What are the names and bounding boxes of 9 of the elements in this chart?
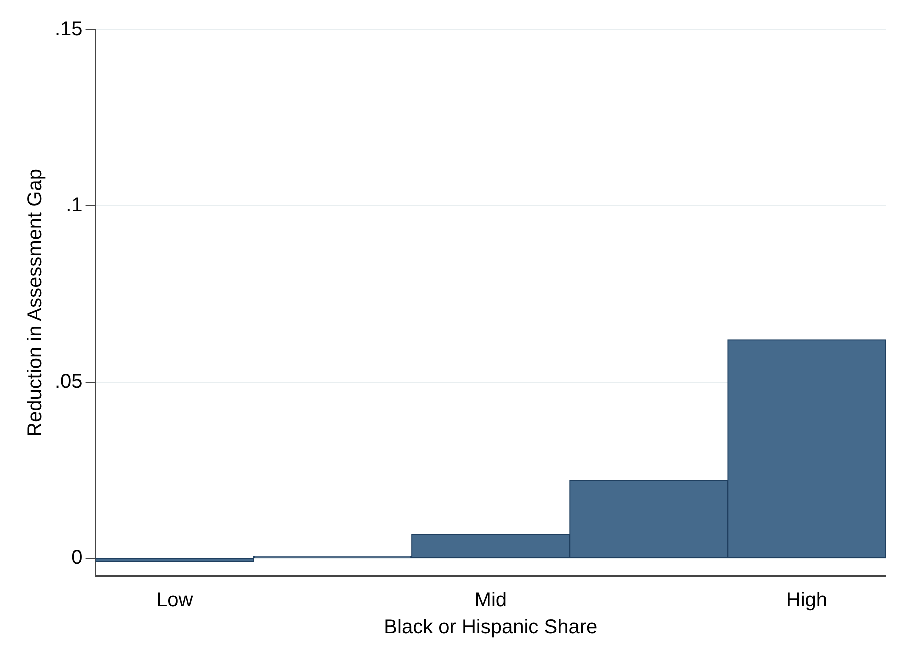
y-tick-label: .15 — [54, 18, 83, 41]
y-tick-label: .05 — [54, 370, 83, 393]
y-tick-label: 0 — [72, 546, 83, 569]
x-tick-label: Low — [156, 590, 194, 612]
x-tick-label: High — [786, 590, 828, 612]
x-tick-label: Mid — [474, 590, 508, 612]
x-axis-title: Black or Hispanic Share — [384, 616, 598, 639]
y-axis-title: Reduction in Assessment Gap — [24, 169, 47, 437]
y-tick-label: .1 — [66, 194, 83, 217]
